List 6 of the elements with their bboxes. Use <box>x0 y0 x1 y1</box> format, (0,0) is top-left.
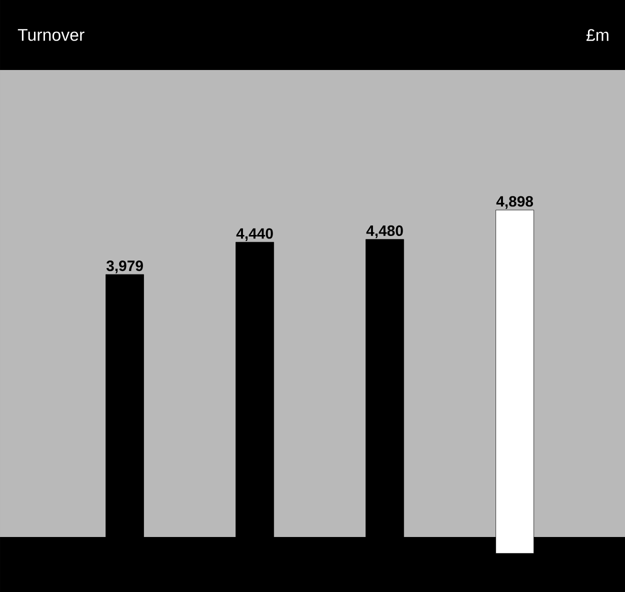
data-label: 4,440 <box>236 228 273 241</box>
text: £m <box>586 29 608 41</box>
data-label: 4,480 <box>366 225 403 238</box>
data-label: 3,979 <box>106 260 143 274</box>
chart-title: Turnover <box>18 29 84 41</box>
data-label: 4,898 <box>496 196 534 209</box>
